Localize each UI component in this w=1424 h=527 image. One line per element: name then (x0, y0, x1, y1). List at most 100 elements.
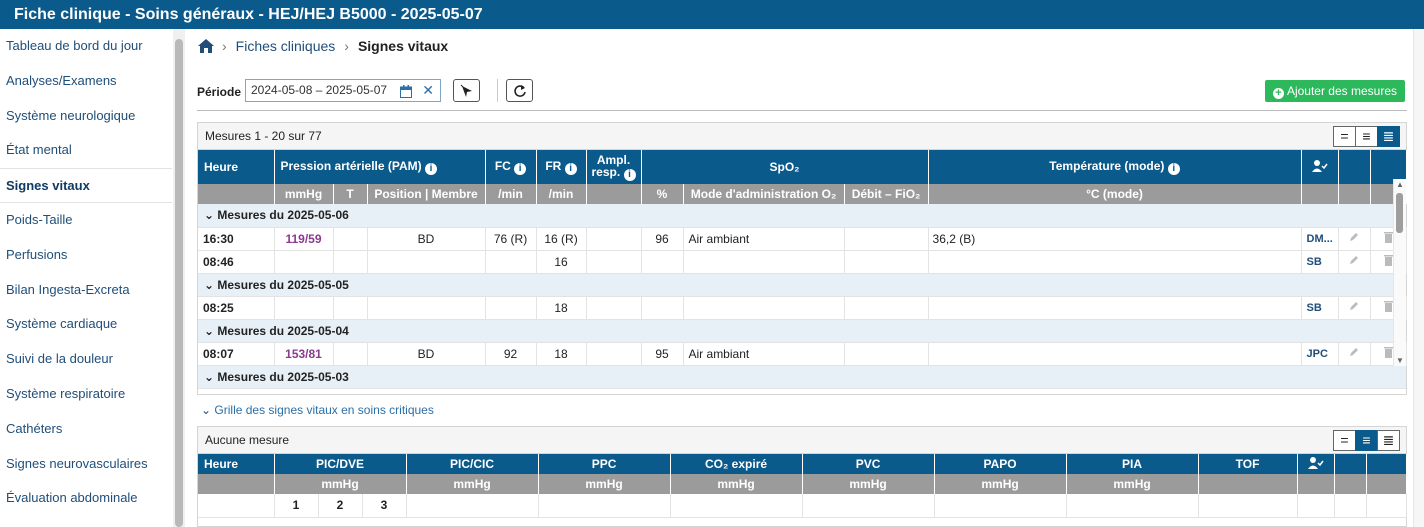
group-row[interactable]: ⌄ Mesures du 2025-05-03 (198, 365, 1407, 389)
cell-bp (274, 250, 334, 274)
density-expanded-icon[interactable]: ≣ (1377, 430, 1400, 451)
crit-sub-number: 2 (318, 494, 363, 518)
sidebar-item[interactable]: Perfusions (6, 246, 68, 262)
sidebar-item[interactable]: Système cardiaque (6, 316, 118, 332)
sidebar-scroll-thumb[interactable] (175, 39, 183, 527)
cell-ampl (586, 250, 642, 274)
breadcrumb: › Fiches cliniques › Signes vitaux (197, 33, 454, 59)
crit-unit-1: mmHg (274, 474, 407, 494)
crit-col-edit (1334, 454, 1367, 474)
sub-temp-unit: °C (mode) (928, 184, 1302, 204)
crit-unit-5: mmHg (802, 474, 935, 494)
cell-user: SB (1301, 250, 1339, 274)
info-icon[interactable]: i (425, 163, 438, 175)
sidebar-item[interactable]: Cathéters (6, 420, 63, 436)
cell-fc: 92 (485, 342, 537, 366)
sidebar-item[interactable]: Poids-Taille (6, 211, 73, 227)
crit-unit-4: mmHg (670, 474, 803, 494)
cell-bp (274, 296, 334, 320)
col-delete (1370, 150, 1407, 184)
critical-grid-toggle[interactable]: ⌄ Grille des signes vitaux en soins crit… (201, 403, 434, 417)
sidebar-item[interactable]: Tableau de bord du jour (6, 38, 143, 53)
group-row[interactable]: ⌄ Mesures du 2025-05-04 (198, 319, 1407, 343)
sidebar-item[interactable]: Analyses/Examens (6, 72, 117, 88)
sidebar-item[interactable]: Évaluation abdominale (6, 490, 138, 506)
col-pam-label: Pression artérielle (PAM) (280, 159, 422, 173)
cell-fr: 18 (536, 342, 587, 366)
group-cell[interactable]: ⌄ Mesures du 2025-05-04 (198, 319, 1407, 343)
scroll-up-icon[interactable]: ▲ (1396, 180, 1404, 189)
cell-position: BD (367, 227, 486, 251)
density-normal-icon[interactable]: ≡ (1355, 126, 1378, 147)
group-row[interactable]: ⌄ Mesures du 2025-05-06 (198, 204, 1407, 228)
group-row[interactable]: ⌄ Mesures du 2025-05-05 (198, 273, 1407, 297)
period-label: Période (197, 85, 242, 99)
cell-time: 08:25 (198, 296, 275, 320)
refresh-button[interactable] (506, 79, 533, 102)
crit-col-0: Heure (198, 454, 275, 474)
cell-user: DM... (1301, 227, 1339, 251)
clear-icon[interactable]: ✕ (422, 82, 434, 98)
edit-icon[interactable] (1338, 227, 1371, 251)
calendar-icon[interactable] (400, 83, 412, 104)
sidebar-item[interactable]: Bilan Ingesta-Excreta (6, 281, 130, 297)
table-row[interactable]: 08:07 153/81 BD 92 18 95 Air ambiant JPC (198, 342, 1407, 366)
cell-mode: Air ambiant (683, 342, 845, 366)
breadcrumb-parent[interactable]: Fiches cliniques (235, 38, 336, 54)
density-expanded-icon[interactable]: ≣ (1377, 126, 1400, 147)
col-temp-label: Température (mode) (1049, 159, 1165, 173)
cell-spo2: 96 (641, 227, 684, 251)
chevron-down-icon[interactable]: ⌄ (204, 323, 218, 338)
edit-icon[interactable] (1338, 342, 1371, 366)
sidebar-item[interactable]: Système respiratoire (6, 385, 126, 401)
edit-icon[interactable] (1338, 296, 1371, 320)
info-icon[interactable]: i (1167, 163, 1180, 175)
period-date-range-input[interactable]: 2024-05-08 – 2025-05-07 ✕ (245, 79, 441, 102)
crit-cell-empty (538, 494, 671, 518)
user-check-icon (1297, 454, 1335, 474)
col-fr-label: FR (545, 159, 562, 173)
crit-col-4: CO₂ expiré (670, 454, 803, 474)
home-icon[interactable] (197, 38, 215, 54)
cell-spo2 (641, 296, 684, 320)
add-measures-button[interactable]: + Ajouter des mesures (1264, 80, 1405, 102)
vitals-scrollbar[interactable]: ▲ ▼ (1393, 179, 1406, 366)
cell-fr: 16 (R) (536, 227, 587, 251)
page-scrollbar[interactable] (1413, 29, 1424, 527)
sidebar-item[interactable]: Signes vitaux (0, 168, 172, 203)
edit-icon[interactable] (1338, 250, 1371, 274)
crit-cell-empty (406, 494, 539, 518)
table-row[interactable]: 08:46 16 SB (198, 250, 1407, 274)
sidebar-item[interactable]: Signes neurovasculaires (6, 455, 148, 471)
group-cell[interactable]: ⌄ Mesures du 2025-05-06 (198, 204, 1407, 228)
sidebar-item[interactable]: Suivi de la douleur (6, 351, 113, 367)
info-icon[interactable]: i (514, 163, 527, 175)
cell-position: BD (367, 342, 486, 366)
sidebar: Tableau de bord du jour Analyses/Examens S… (0, 29, 172, 527)
cell-user: JPC (1301, 342, 1339, 366)
density-compact-icon[interactable]: = (1333, 430, 1356, 451)
table-row[interactable]: 08:25 18 SB (198, 296, 1407, 320)
cell-fc (485, 296, 537, 320)
cursor-select-button[interactable] (453, 79, 480, 102)
cell-spo2 (641, 250, 684, 274)
cell-temp: 36,2 (B) (928, 227, 1302, 251)
cell-position (367, 250, 486, 274)
vitals-scroll-thumb[interactable] (1396, 193, 1403, 233)
info-icon[interactable]: i (623, 168, 636, 181)
table-row[interactable]: 16:30 119/59 BD 76 (R) 16 (R) 96 Air ambiant 36… (198, 227, 1407, 251)
info-icon[interactable]: i (564, 163, 577, 175)
sidebar-item[interactable]: État mental (6, 142, 72, 158)
chevron-down-icon[interactable]: ⌄ (204, 369, 218, 384)
cell-time: 08:07 (198, 342, 275, 366)
density-normal-icon[interactable]: ≡ (1355, 430, 1378, 451)
sidebar-item[interactable]: Système neurologique (6, 107, 136, 123)
density-compact-icon[interactable]: = (1333, 126, 1356, 147)
group-cell[interactable]: ⌄ Mesures du 2025-05-03 (198, 365, 1407, 389)
group-cell[interactable]: ⌄ Mesures du 2025-05-05 (198, 273, 1407, 297)
chevron-down-icon[interactable]: ⌄ (204, 277, 218, 292)
chevron-down-icon[interactable]: ⌄ (204, 208, 218, 223)
scroll-down-icon[interactable]: ▼ (1396, 356, 1404, 365)
vitals-table: Heure Pression artérielle (PAM) i FC i F… (198, 150, 1407, 389)
